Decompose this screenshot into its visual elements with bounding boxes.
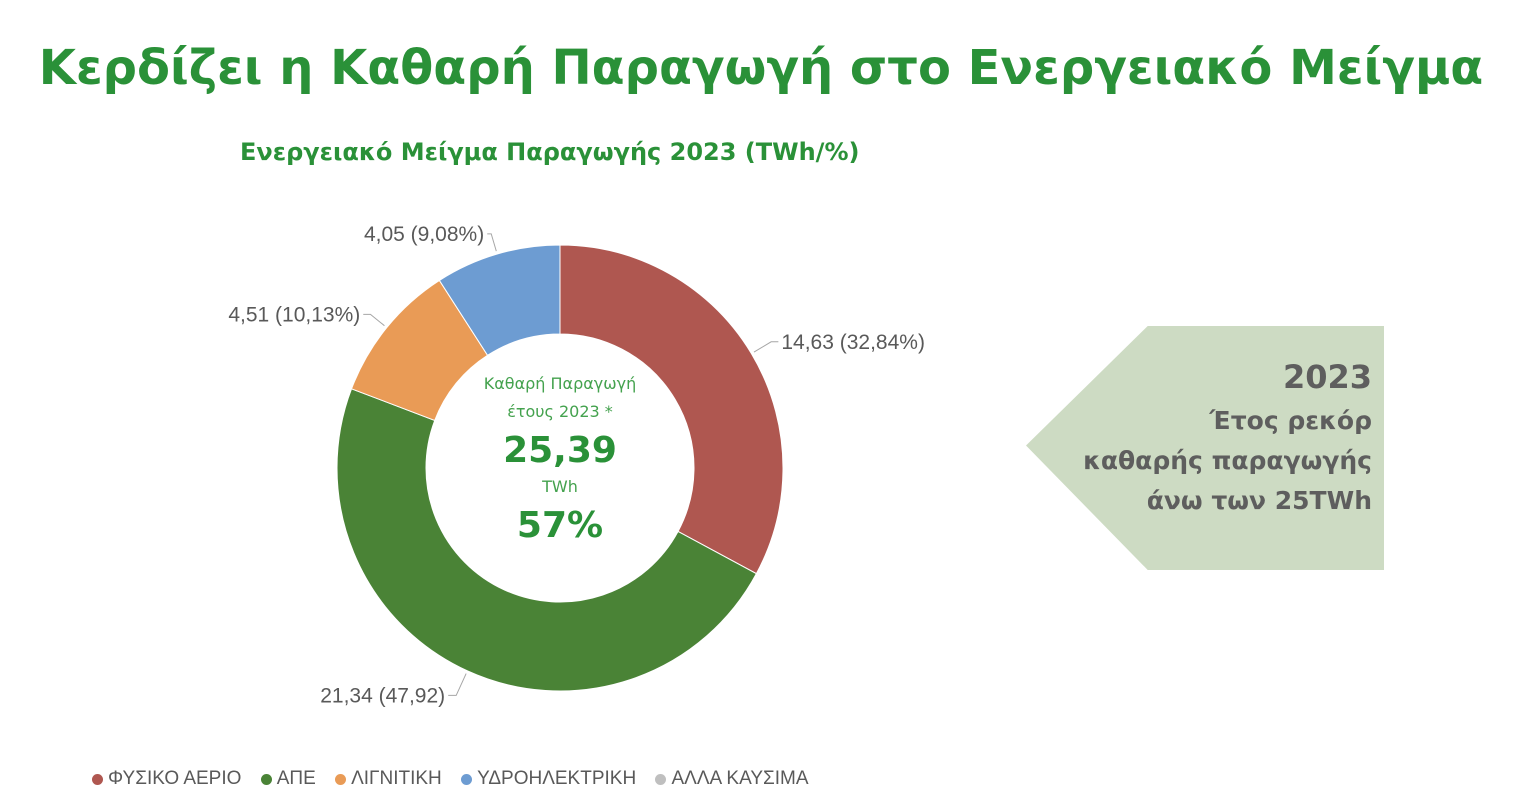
legend-marker bbox=[92, 773, 103, 785]
legend-label: ΦΥΣΙΚΟ ΑΕΡΙΟ bbox=[108, 768, 242, 789]
legend-marker bbox=[655, 773, 667, 785]
data-label-renewables: 21,34 (47,92) bbox=[320, 684, 445, 707]
page-title: Κερδίζει η Καθαρή Παραγωγή στο Ενεργειακ… bbox=[38, 40, 1484, 96]
legend-item-natural-gas: ΦΥΣΙΚΟ ΑΕΡΙΟ bbox=[92, 768, 241, 790]
center-caption-line1: Καθαρή Παραγωγή bbox=[483, 374, 637, 393]
data-label-hydro: 4,05 (9,08%) bbox=[364, 223, 484, 246]
data-label-natural-gas: 14,63 (32,84%) bbox=[781, 331, 925, 354]
center-caption-line2: έτους 2023 * bbox=[507, 402, 613, 421]
legend-marker bbox=[335, 773, 347, 785]
slice-natural-gas bbox=[559, 244, 784, 575]
legend-item-hydro: ΥΔΡΟΗΛΕΚΤΡΙΚΗ bbox=[461, 768, 636, 790]
legend-label: ΥΔΡΟΗΛΕΚΤΡΙΚΗ bbox=[477, 768, 637, 789]
leader-line-lignite bbox=[363, 313, 385, 327]
legend-item-lignite: ΛΙΓΝΙΤΙΚΗ bbox=[335, 768, 442, 790]
legend-label: ΛΙΓΝΙΤΙΚΗ bbox=[351, 768, 442, 789]
legend-marker bbox=[260, 773, 272, 785]
legend-item-renewables: ΑΠΕ bbox=[260, 768, 316, 790]
leader-line-renewables bbox=[448, 673, 467, 696]
chart-legend: ΦΥΣΙΚΟ ΑΕΡΙΟ ΑΠΕ ΛΙΓΝΙΤΙΚΗ ΥΔΡΟΗΛΕΚΤΡΙΚΗ… bbox=[92, 768, 823, 790]
center-value: 25,39 bbox=[503, 430, 617, 471]
callout-line-3: άνω των 25TWh bbox=[1146, 486, 1372, 515]
center-percent: 57% bbox=[516, 505, 604, 546]
legend-marker bbox=[461, 773, 473, 785]
legend-label: ΑΠΕ bbox=[276, 768, 316, 789]
center-unit: TWh bbox=[542, 477, 578, 496]
callout-line-1: Έτος ρεκόρ bbox=[1209, 406, 1372, 435]
leader-line-natural-gas bbox=[753, 341, 779, 353]
legend-item-other-fuels: ΑΛΛΑ ΚΑΥΣΙΜΑ bbox=[655, 768, 809, 790]
callout-year: 2023 bbox=[1282, 358, 1372, 396]
legend-label: ΑΛΛΑ ΚΑΥΣΙΜΑ bbox=[671, 768, 809, 789]
data-label-lignite: 4,51 (10,13%) bbox=[228, 303, 360, 326]
callout-line-2: καθαρής παραγωγής bbox=[1083, 446, 1372, 475]
slice-hydro bbox=[438, 244, 561, 356]
chart-title: Ενεργειακό Μείγμα Παραγωγής 2023 (TWh/%) bbox=[240, 138, 860, 166]
slice-renewables bbox=[336, 388, 758, 692]
leader-line-hydro bbox=[487, 233, 497, 252]
